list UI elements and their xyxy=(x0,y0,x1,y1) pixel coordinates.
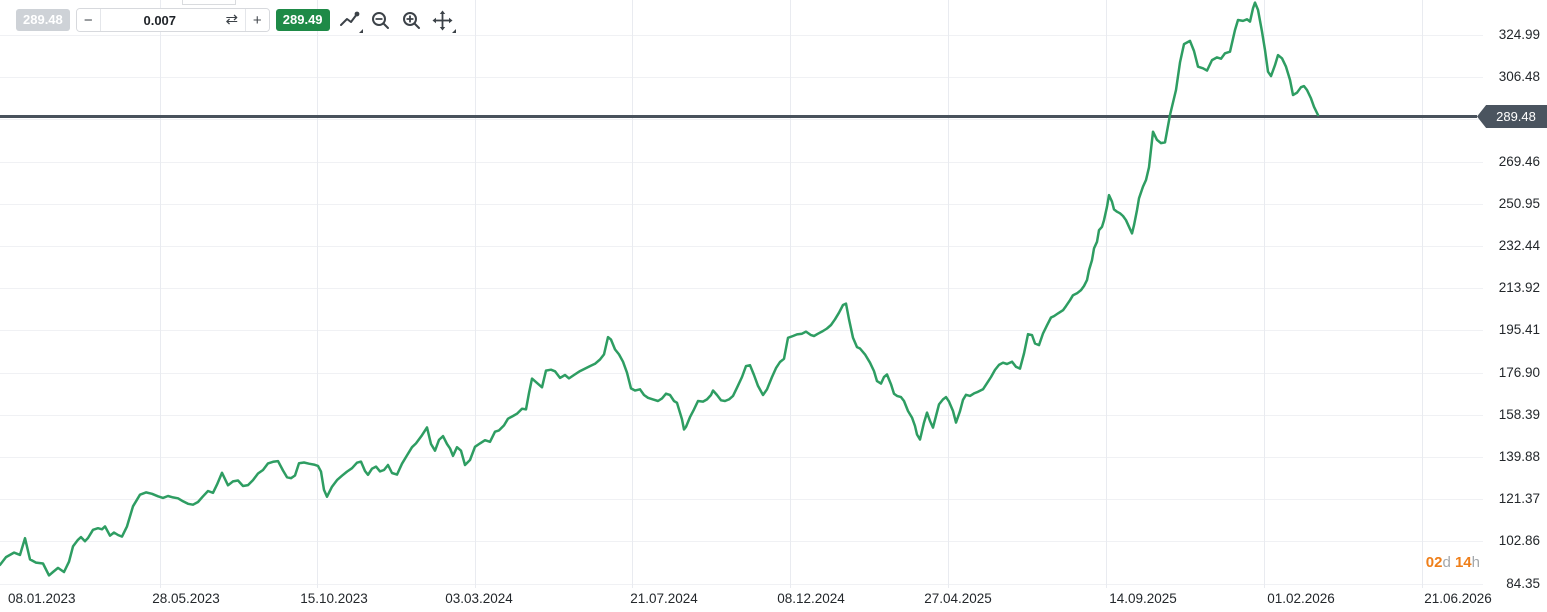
y-axis-label: 158.39 xyxy=(1498,407,1540,422)
dropdown-caret-icon xyxy=(451,29,456,33)
h-gridline xyxy=(0,204,1483,205)
sell-price-badge: 289.48 xyxy=(16,9,70,31)
y-axis-label: 213.92 xyxy=(1498,280,1540,295)
h-gridline xyxy=(0,499,1483,500)
x-axis-label: 14.09.2025 xyxy=(1109,591,1177,606)
y-axis-label: 306.48 xyxy=(1498,69,1540,84)
increase-button[interactable]: + xyxy=(245,9,269,31)
x-axis-label: 27.04.2025 xyxy=(924,591,992,606)
h-gridline xyxy=(0,35,1483,36)
countdown-hours-unit: h xyxy=(1471,554,1480,571)
current-price-line xyxy=(0,115,1477,118)
v-gridline xyxy=(790,0,791,588)
y-axis-label: 102.86 xyxy=(1498,533,1540,548)
zoom-in-icon[interactable] xyxy=(401,9,423,31)
y-axis-label: 139.88 xyxy=(1498,449,1540,464)
pan-move-icon[interactable] xyxy=(432,9,456,33)
h-gridline xyxy=(0,162,1483,163)
x-axis-label: 15.10.2023 xyxy=(300,591,368,606)
h-gridline xyxy=(0,288,1483,289)
toolbar: 289.48 − ⇄ + 289.49 xyxy=(16,8,456,33)
buy-price-badge[interactable]: 289.49 xyxy=(275,9,330,31)
divider xyxy=(244,9,246,31)
v-gridline xyxy=(1264,0,1265,588)
v-gridline xyxy=(1422,0,1423,588)
x-axis-label: 21.06.2026 xyxy=(1424,591,1492,606)
h-gridline xyxy=(0,415,1483,416)
y-axis-label: 250.95 xyxy=(1498,196,1540,211)
divider xyxy=(99,9,101,31)
y-axis-label: 324.99 xyxy=(1498,27,1540,42)
v-gridline xyxy=(475,0,476,588)
y-axis-label: 84.35 xyxy=(1506,576,1540,591)
v-gridline xyxy=(160,0,161,588)
h-gridline xyxy=(0,330,1483,331)
expiry-countdown: 02d 14h xyxy=(1340,554,1480,571)
h-gridline xyxy=(0,373,1483,374)
amount-stepper: − ⇄ + xyxy=(75,8,270,32)
countdown-hours: 14 xyxy=(1454,554,1472,571)
v-gridline xyxy=(948,0,949,588)
y-axis-label: 176.90 xyxy=(1498,365,1540,380)
x-axis-label: 01.02.2026 xyxy=(1267,591,1335,606)
y-axis-label: 232.44 xyxy=(1498,238,1540,253)
x-axis-label: 28.05.2023 xyxy=(152,591,220,606)
zoom-out-icon[interactable] xyxy=(370,9,392,31)
y-axis-label: 195.41 xyxy=(1498,322,1540,337)
y-axis-label: 269.46 xyxy=(1498,154,1540,169)
v-gridline xyxy=(632,0,633,588)
cutoff-popup-edge xyxy=(182,0,236,5)
v-gridline xyxy=(317,0,318,588)
x-axis-label: 03.03.2024 xyxy=(445,591,513,606)
current-price-badge: 289.48 xyxy=(1477,105,1547,128)
trend-line-icon[interactable] xyxy=(339,9,363,33)
h-gridline xyxy=(0,119,1483,120)
swap-icon[interactable]: ⇄ xyxy=(218,9,245,31)
h-gridline xyxy=(0,246,1483,247)
y-axis-label: 121.37 xyxy=(1498,491,1540,506)
price-series-line xyxy=(0,1,1320,577)
v-gridline xyxy=(1106,0,1107,588)
x-axis-label: 08.01.2023 xyxy=(8,591,76,606)
dropdown-caret-icon xyxy=(358,29,363,33)
h-gridline xyxy=(0,77,1483,78)
x-axis-label: 08.12.2024 xyxy=(777,591,845,606)
x-axis-label: 21.07.2024 xyxy=(630,591,698,606)
countdown-days: 02 xyxy=(1425,554,1443,571)
decrease-button[interactable]: − xyxy=(76,9,100,31)
h-gridline xyxy=(0,584,1483,585)
countdown-days-unit: d xyxy=(1442,554,1451,571)
amount-input[interactable] xyxy=(100,9,219,31)
h-gridline xyxy=(0,457,1483,458)
h-gridline xyxy=(0,541,1483,542)
